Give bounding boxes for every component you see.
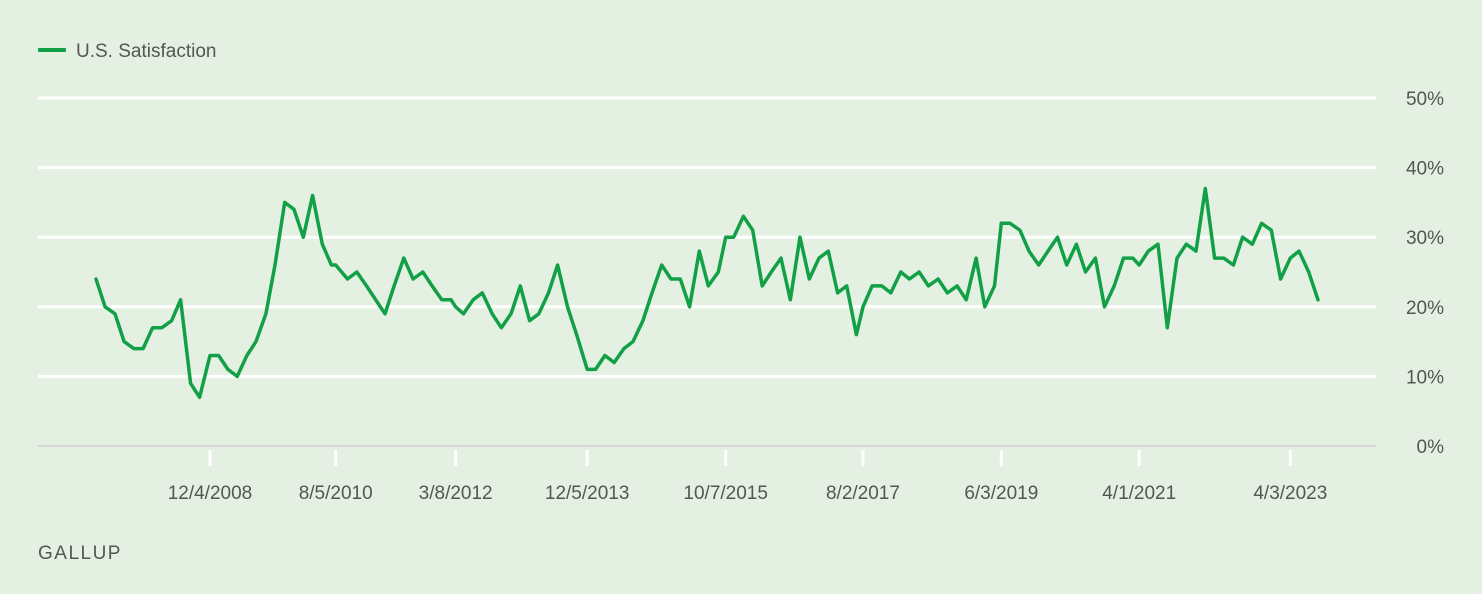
x-tick-label: 10/7/2015 bbox=[683, 483, 768, 504]
y-tick-label: 30% bbox=[1406, 228, 1444, 249]
x-tick-label: 6/3/2019 bbox=[964, 483, 1038, 504]
y-tick-label: 40% bbox=[1406, 159, 1444, 180]
y-tick-label: 0% bbox=[1417, 437, 1445, 458]
x-tick-label: 8/2/2017 bbox=[826, 483, 900, 504]
x-tick-label: 8/5/2010 bbox=[299, 483, 373, 504]
x-axis: 12/4/2008 8/5/2010 3/8/2012 12/5/2013 10/7/2… bbox=[168, 450, 1327, 504]
series-layer bbox=[94, 186, 1320, 400]
y-tick-label: 20% bbox=[1406, 298, 1444, 319]
y-tick-label: 50% bbox=[1406, 89, 1444, 110]
brand-logo: GALLUP bbox=[38, 543, 122, 564]
x-tick-label: 3/8/2012 bbox=[419, 483, 493, 504]
y-axis: 0% 10% 20% 30% 40% 50% bbox=[1406, 89, 1444, 458]
series-line-us-satisfaction bbox=[94, 186, 1320, 400]
x-tick-label: 12/4/2008 bbox=[168, 483, 253, 504]
y-tick-label: 10% bbox=[1406, 367, 1444, 388]
x-tick-label: 4/1/2021 bbox=[1102, 483, 1176, 504]
x-tick-label: 12/5/2013 bbox=[545, 483, 630, 504]
legend: U.S. Satisfaction bbox=[38, 41, 216, 62]
x-tick-label: 4/3/2023 bbox=[1253, 483, 1327, 504]
legend-swatch bbox=[38, 48, 66, 52]
gridlines bbox=[38, 96, 1376, 447]
legend-label: U.S. Satisfaction bbox=[76, 41, 216, 62]
